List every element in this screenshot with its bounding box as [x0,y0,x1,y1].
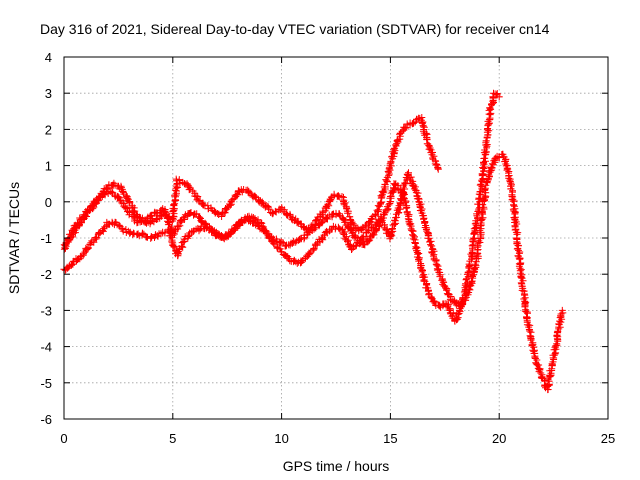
chart-title: Day 316 of 2021, Sidereal Day-to-day VTE… [40,21,550,37]
y-tick-label: 0 [45,195,52,210]
series-track-C [60,150,567,394]
x-axis: 0 5 10 15 20 25 [60,57,615,446]
y-tick-label: -1 [40,231,52,246]
y-tick-label: -2 [40,267,52,282]
y-tick-label: -4 [40,340,52,355]
x-tick-label: 15 [383,431,397,446]
y-axis-label: SDTVAR / TECUs [6,182,22,294]
y-tick-label: -3 [40,303,52,318]
x-axis-label: GPS time / hours [283,458,390,474]
y-tick-label: -5 [40,376,52,391]
x-tick-label: 25 [601,431,615,446]
x-tick-label: 10 [274,431,288,446]
y-tick-label: 1 [45,159,52,174]
x-tick-label: 5 [169,431,176,446]
y-tick-label: 3 [45,86,52,101]
grid [64,57,608,419]
y-tick-label: -6 [40,412,52,427]
x-tick-label: 0 [60,431,67,446]
y-axis: -6 -5 -4 -3 -2 -1 0 1 2 3 4 [40,50,608,427]
y-tick-label: 4 [45,50,52,65]
point-markers [60,150,567,394]
y-tick-label: 2 [45,122,52,137]
data-points [60,89,567,394]
x-tick-label: 20 [492,431,506,446]
